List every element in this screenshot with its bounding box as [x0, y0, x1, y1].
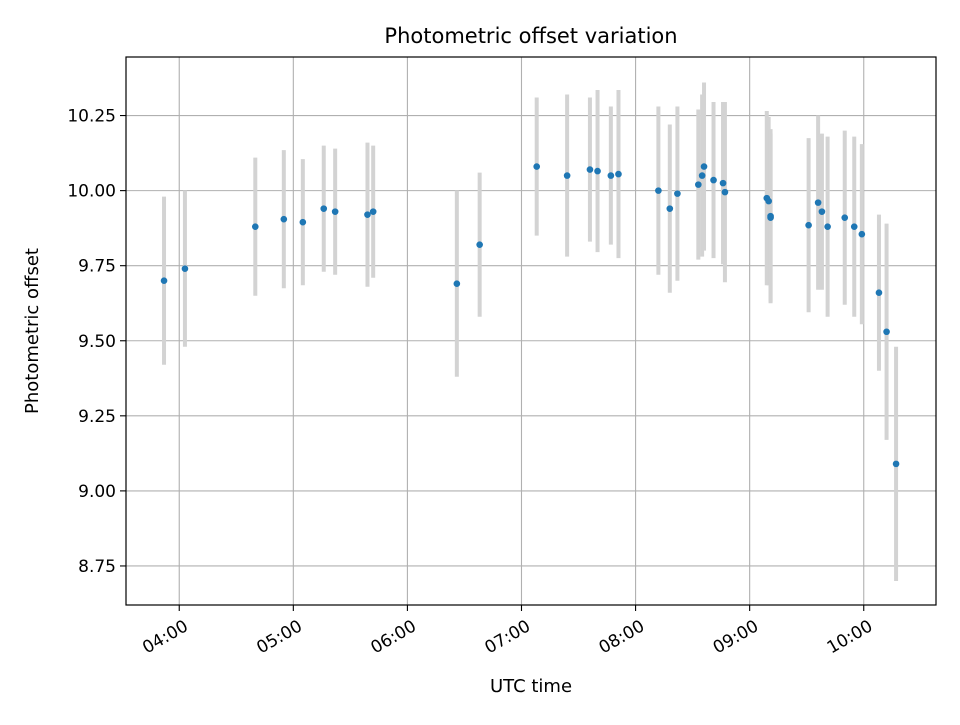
data-point	[674, 190, 681, 197]
data-point	[331, 208, 339, 215]
data-point	[594, 167, 601, 175]
data-point	[858, 230, 866, 238]
data-point	[892, 460, 900, 468]
data-point	[364, 211, 371, 218]
point-layer	[160, 163, 900, 468]
data-point	[767, 212, 774, 220]
data-point	[719, 179, 727, 187]
data-point	[875, 289, 883, 297]
data-point	[251, 223, 259, 230]
data-point	[695, 181, 702, 188]
data-point	[160, 277, 168, 285]
data-point	[563, 172, 571, 179]
data-point	[586, 166, 594, 173]
data-point	[765, 197, 772, 205]
data-point	[883, 328, 890, 336]
data-point	[710, 176, 717, 184]
data-point	[814, 199, 822, 206]
data-point	[615, 170, 622, 178]
data-point	[607, 172, 615, 179]
data-point	[824, 223, 831, 230]
y-tick-label: 10.00	[67, 182, 116, 202]
data-point	[818, 208, 826, 215]
data-point	[666, 205, 674, 212]
data-point	[841, 214, 849, 221]
data-point	[299, 218, 307, 226]
data-point	[655, 187, 662, 194]
y-tick-label: 8.75	[78, 557, 116, 577]
data-point	[280, 215, 288, 223]
x-axis-label: UTC time	[490, 676, 572, 697]
data-point	[700, 163, 708, 170]
data-point	[476, 241, 483, 248]
data-point	[721, 188, 729, 196]
y-tick-label: 9.25	[78, 407, 116, 427]
data-point	[320, 205, 328, 212]
y-tick-label: 9.00	[78, 482, 116, 502]
data-point	[850, 223, 858, 230]
data-point	[181, 265, 189, 272]
y-tick-label: 9.50	[78, 332, 116, 352]
y-axis-label: Photometric offset	[22, 248, 43, 414]
data-point	[533, 163, 541, 170]
data-point	[805, 221, 812, 229]
data-point	[698, 172, 706, 179]
chart-title: Photometric offset variation	[384, 24, 677, 48]
grid-layer	[126, 57, 936, 605]
plot-frame	[125, 56, 937, 606]
y-tick-label: 10.25	[67, 107, 116, 127]
data-point	[453, 280, 461, 288]
data-point	[369, 208, 377, 215]
y-tick-label: 9.75	[78, 257, 116, 277]
